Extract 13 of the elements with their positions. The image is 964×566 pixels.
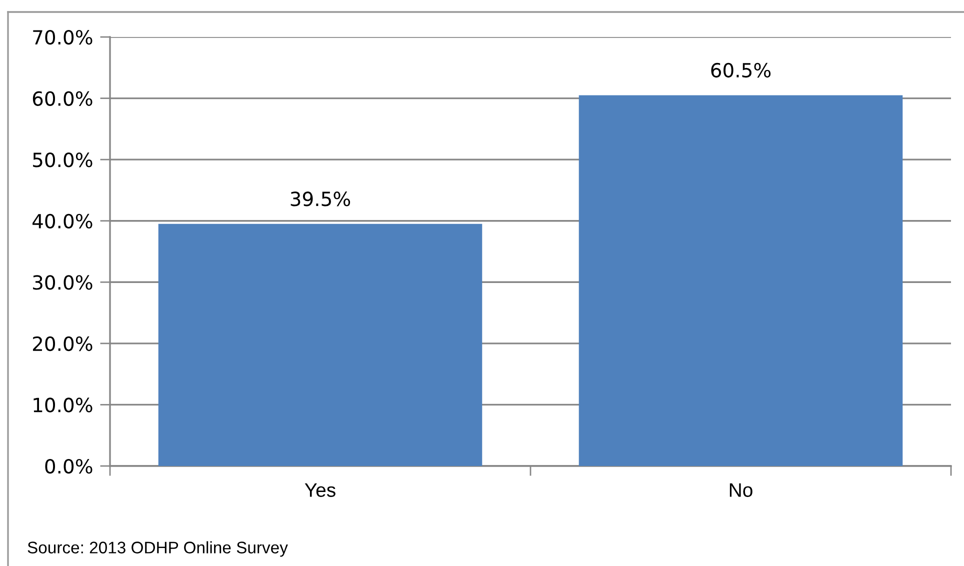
y-tick-label: 0.0% xyxy=(45,458,92,474)
data-label: 60.5% xyxy=(711,62,771,78)
y-tick-label: 50.0% xyxy=(33,152,92,168)
y-tick-label: 70.0% xyxy=(33,30,92,45)
y-tick-label: 20.0% xyxy=(32,336,92,352)
y-tick-label: 10.0% xyxy=(34,398,92,412)
data-label: 39.5% xyxy=(290,192,350,206)
y-tick-label: 30.0% xyxy=(33,275,92,290)
x-tick-label: Yes xyxy=(304,483,336,497)
x-tick-label: No xyxy=(730,483,752,497)
y-tick-label: 60.0% xyxy=(32,91,92,106)
source-note: Source: 2013 ODHP Online Survey xyxy=(28,541,288,557)
y-tick-label: 40.0% xyxy=(32,214,92,229)
